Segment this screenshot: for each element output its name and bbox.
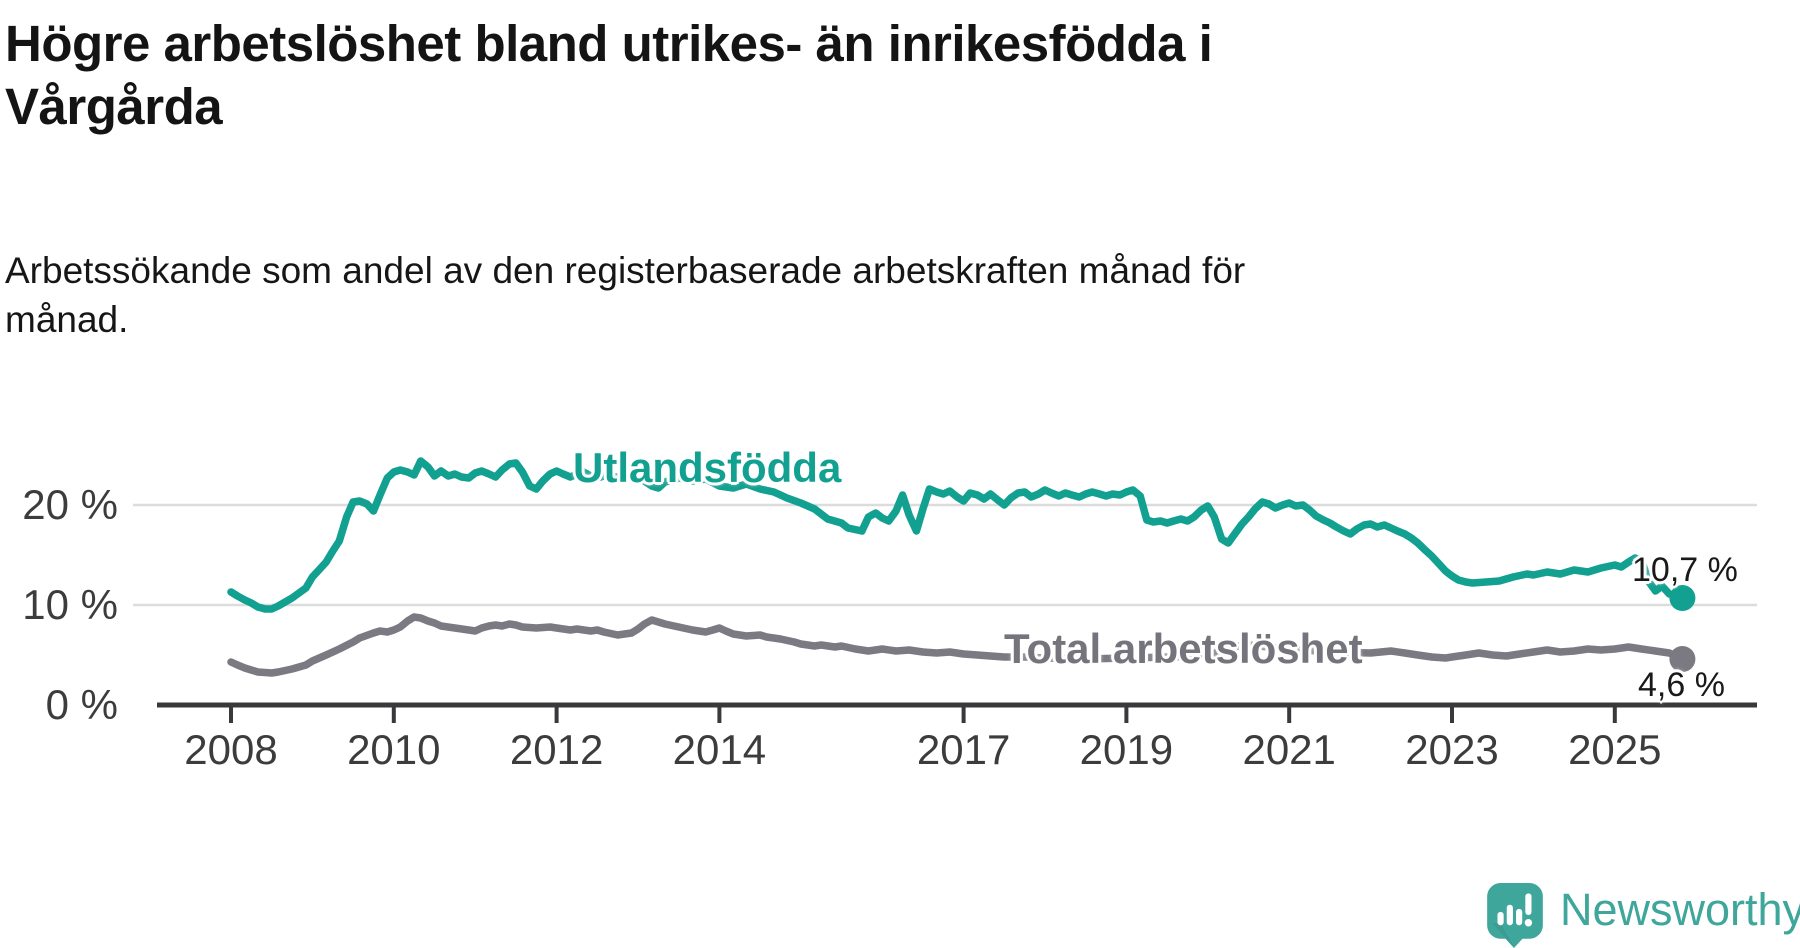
series-line-utlandsfodda	[227, 457, 1687, 613]
chart-subtitle: Arbetssökande som andel av den registerb…	[5, 250, 1246, 340]
chart-title: Högre arbetslöshet bland utrikes- än inr…	[5, 15, 1213, 135]
series-label-utlandsfodda: Utlandsfödda	[573, 444, 842, 491]
x-tick-label-2017: 2017	[916, 726, 1011, 773]
end-dot-total	[1669, 646, 1696, 672]
y-tick-label-10: 10 %	[22, 581, 118, 628]
x-tick-label-2019: 2019	[1079, 726, 1174, 773]
series-label-total-arbetsloshet: Total arbetslöshet	[1004, 625, 1363, 672]
newsworthy-logo: Newsworthy	[1486, 882, 1800, 948]
x-tick-label-2014: 2014	[672, 726, 767, 773]
x-tick-label-2025: 2025	[1568, 726, 1662, 773]
end-value-label-total: 4,6 %	[1638, 666, 1725, 704]
x-tick-label-2008: 2008	[184, 726, 278, 773]
x-tick-label-2023: 2023	[1405, 726, 1499, 773]
y-tick-label-20: 20 %	[22, 481, 118, 528]
x-tick-label-2021: 2021	[1242, 726, 1336, 773]
y-tick-label-0: 0 %	[45, 681, 118, 728]
end-dot-utlandsfodda	[1669, 585, 1696, 611]
series-line-total	[227, 613, 1687, 677]
x-tick-label-2010: 2010	[347, 726, 441, 773]
newsworthy-logo-icon	[1487, 883, 1543, 948]
newsworthy-logo-text: Newsworthy	[1560, 884, 1800, 935]
end-value-label-utlandsfodda: 10,7 %	[1632, 551, 1738, 589]
x-tick-label-2012: 2012	[509, 726, 604, 773]
